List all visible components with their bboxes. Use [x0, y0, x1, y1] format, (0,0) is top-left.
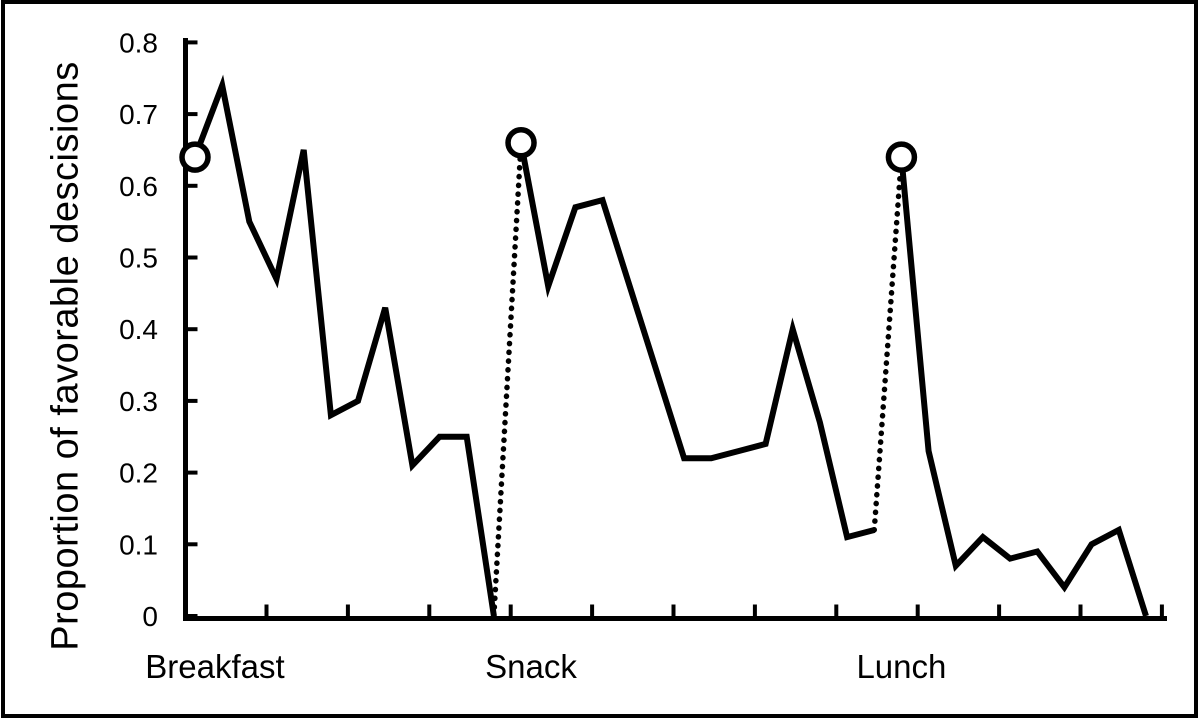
session-start-marker-breakfast [179, 141, 211, 173]
y-tick-label: 0.3 [119, 386, 158, 417]
y-tick-label: 0.6 [119, 171, 158, 202]
x-session-label-breakfast: Breakfast [145, 648, 284, 685]
y-tick-label: 0.1 [119, 529, 158, 560]
y-tick-label: 0.8 [119, 27, 158, 58]
y-tick-label: 0 [142, 601, 158, 632]
y-tick-label: 0.5 [119, 243, 158, 274]
session-start-marker-lunch [885, 141, 918, 173]
y-tick-label: 0.4 [119, 314, 158, 345]
data-line-lunch [898, 156, 1149, 617]
y-axis-title: Proportion of favorable descisions [44, 61, 87, 651]
session-start-marker-snack [505, 127, 537, 159]
y-tick-label: 0.2 [119, 458, 158, 489]
data-line-snack [518, 142, 876, 541]
data-line-breakfast [192, 74, 497, 617]
y-tick-label: 0.7 [119, 99, 158, 130]
session-break-dotted-line [871, 154, 905, 533]
session-break-dotted-line [491, 140, 524, 619]
x-session-label-snack: Snack [485, 648, 577, 685]
x-session-label-lunch: Lunch [856, 648, 946, 685]
